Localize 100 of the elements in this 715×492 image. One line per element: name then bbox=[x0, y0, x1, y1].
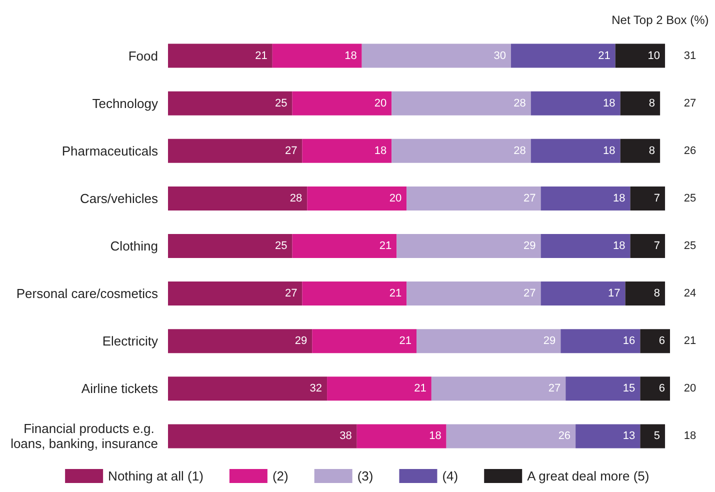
data-label: 21 bbox=[399, 335, 412, 348]
bar bbox=[566, 376, 640, 401]
bar bbox=[392, 91, 531, 116]
data-label: 25 bbox=[275, 97, 288, 110]
bar bbox=[168, 186, 308, 210]
bar bbox=[406, 186, 541, 210]
bar bbox=[406, 282, 541, 306]
text: 26 bbox=[684, 144, 696, 157]
bar bbox=[620, 91, 660, 116]
data-label: 20 bbox=[389, 192, 402, 204]
data-label: 21 bbox=[414, 382, 426, 395]
data-label: 13 bbox=[622, 430, 636, 442]
text: 20 bbox=[684, 382, 696, 395]
y-tick-label: Electricity bbox=[102, 334, 158, 349]
data-label: 26 bbox=[558, 430, 571, 442]
bar bbox=[168, 376, 328, 401]
data-label: 21 bbox=[598, 50, 610, 62]
bar bbox=[272, 44, 362, 68]
bar bbox=[307, 186, 407, 210]
bar bbox=[396, 234, 541, 258]
bar bbox=[168, 329, 312, 354]
bar bbox=[530, 138, 620, 163]
y-tick-label: Food bbox=[128, 48, 158, 64]
data-label: 38 bbox=[340, 430, 352, 442]
data-label: 27 bbox=[524, 192, 536, 204]
data-label: 16 bbox=[622, 335, 636, 348]
y-tick-label: Personal care/cosmetics bbox=[16, 286, 158, 302]
data-label: 8 bbox=[654, 288, 660, 300]
data-label: 20 bbox=[374, 97, 387, 110]
text: Net Top 2 Box (%) bbox=[612, 13, 709, 27]
bar bbox=[630, 234, 666, 258]
data-label: 18 bbox=[612, 240, 626, 252]
bar bbox=[168, 44, 272, 68]
bar bbox=[168, 424, 357, 448]
text: 31 bbox=[684, 50, 696, 62]
bar bbox=[446, 424, 576, 448]
text: 18 bbox=[684, 430, 696, 442]
bar bbox=[362, 44, 511, 68]
bar bbox=[392, 138, 531, 163]
data-label: 18 bbox=[429, 430, 442, 442]
data-label: 10 bbox=[648, 50, 660, 62]
data-label: 7 bbox=[654, 240, 660, 252]
data-label: 21 bbox=[255, 50, 268, 62]
data-label: 15 bbox=[622, 382, 636, 395]
bar bbox=[327, 376, 432, 401]
data-label: 18 bbox=[603, 144, 616, 157]
data-label: 32 bbox=[310, 382, 322, 395]
bar bbox=[576, 424, 640, 448]
bar bbox=[630, 186, 666, 210]
y-tick-label: Airline tickets bbox=[81, 381, 158, 396]
legend-label: Nothing at all (1) bbox=[108, 468, 204, 484]
bar bbox=[168, 91, 292, 116]
bar bbox=[302, 138, 392, 163]
text: 24 bbox=[684, 288, 696, 300]
bar bbox=[640, 424, 666, 448]
data-label: 8 bbox=[648, 144, 656, 157]
bar bbox=[168, 138, 302, 163]
data-label: 6 bbox=[658, 335, 665, 348]
bar bbox=[560, 329, 640, 354]
bar bbox=[356, 424, 446, 448]
bar bbox=[615, 44, 666, 68]
data-label: 21 bbox=[389, 288, 402, 300]
bar bbox=[620, 138, 660, 163]
data-label: 5 bbox=[654, 430, 660, 442]
bar bbox=[540, 282, 626, 306]
data-label: 7 bbox=[654, 192, 660, 204]
bar bbox=[540, 186, 630, 210]
data-label: 27 bbox=[524, 288, 536, 300]
bar bbox=[168, 282, 302, 306]
data-label: 17 bbox=[608, 288, 620, 300]
data-label: 18 bbox=[344, 50, 357, 62]
data-label: 27 bbox=[284, 288, 298, 300]
data-label: 8 bbox=[648, 97, 656, 110]
bar bbox=[431, 376, 566, 401]
bar bbox=[640, 376, 670, 401]
bar bbox=[302, 282, 407, 306]
bar bbox=[625, 282, 666, 306]
bar bbox=[168, 234, 292, 258]
data-label: 27 bbox=[284, 144, 298, 157]
data-label: 29 bbox=[294, 335, 308, 348]
data-label: 30 bbox=[494, 50, 506, 62]
data-label: 29 bbox=[524, 240, 536, 252]
y-tick-label: Technology bbox=[92, 96, 158, 111]
legend-label: (3) bbox=[357, 468, 374, 484]
text: 27 bbox=[684, 97, 696, 110]
y-tick-label: Clothing bbox=[110, 238, 158, 254]
y-tick-label: Pharmaceuticals bbox=[62, 143, 158, 158]
y-tick-label: Financial products e.g. loans, banking, insurance bbox=[10, 421, 158, 452]
bar bbox=[510, 44, 616, 68]
data-label: 28 bbox=[514, 144, 526, 157]
data-label: 6 bbox=[658, 382, 665, 395]
data-label: 28 bbox=[514, 97, 526, 110]
bar bbox=[312, 329, 417, 354]
data-label: 25 bbox=[275, 240, 288, 252]
legend-label: A great deal more (5) bbox=[527, 468, 650, 484]
data-label: 27 bbox=[548, 382, 561, 395]
data-label: 29 bbox=[543, 335, 556, 348]
data-label: 21 bbox=[379, 240, 392, 252]
data-label: 18 bbox=[612, 192, 626, 204]
bar bbox=[540, 234, 630, 258]
